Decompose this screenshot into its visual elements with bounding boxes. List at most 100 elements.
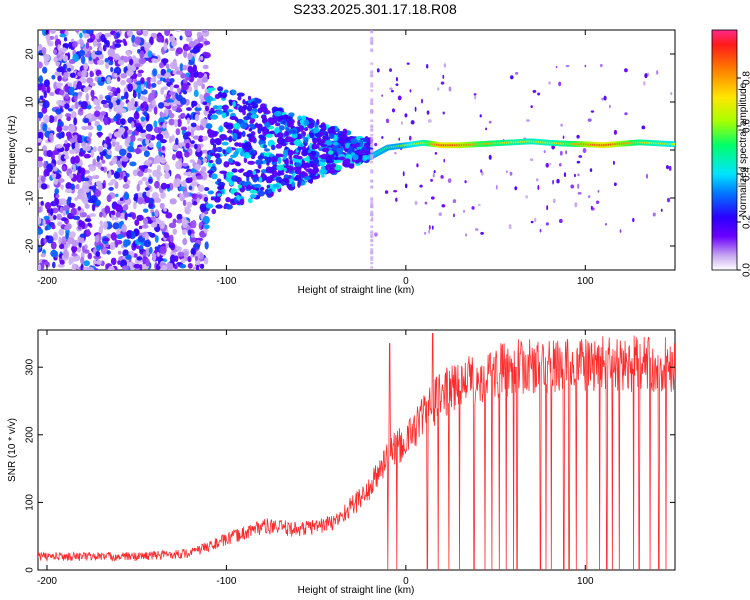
colorbar-title: Normalized spectral amplitude bbox=[738, 82, 749, 217]
spectrogram-noise-cell bbox=[171, 39, 177, 47]
spectrogram-transition-cell bbox=[260, 106, 268, 113]
spectrogram-sparse-cell bbox=[619, 229, 622, 233]
spectrogram-sparse-cell bbox=[582, 148, 587, 154]
spectrogram-transition-cell bbox=[316, 118, 320, 126]
spectrogram-noise-cell bbox=[57, 221, 63, 226]
spectrogram-sparse-cell bbox=[562, 135, 565, 140]
spectrogram-transition-cell bbox=[358, 154, 363, 161]
spectrogram-streak-cell bbox=[370, 133, 374, 137]
spectrogram-transition-cell bbox=[309, 173, 316, 179]
spectrogram-noise-cell bbox=[95, 259, 102, 265]
spectrogram-sparse-cell bbox=[530, 220, 534, 224]
spectrogram-noise-cell bbox=[44, 201, 52, 210]
spectrogram-noise-cell bbox=[80, 55, 86, 65]
spectrogram-noise-cell bbox=[126, 213, 133, 218]
spectrogram-transition-cell bbox=[249, 194, 257, 199]
spectrogram-sparse-cell bbox=[442, 111, 445, 115]
spectrogram-transition-cell bbox=[250, 150, 255, 156]
spectrogram-noise-cell bbox=[78, 49, 86, 57]
spectrogram-transition-cell bbox=[328, 132, 335, 140]
spectrogram-noise-cell bbox=[94, 161, 101, 167]
spectrogram-noise-cell bbox=[169, 47, 176, 52]
spectrogram-noise-cell bbox=[79, 107, 83, 112]
spectrogram-streak-cell bbox=[370, 72, 374, 75]
spectrogram-noise-cell bbox=[102, 237, 110, 242]
spectrogram-noise-cell bbox=[150, 222, 158, 228]
spectrogram-sparse-cell bbox=[419, 184, 423, 188]
spectrogram-noise-cell bbox=[169, 84, 174, 93]
spectrogram-noise-cell bbox=[156, 173, 161, 182]
spectrogram-transition-cell bbox=[252, 170, 257, 176]
spectrogram-transition-cell bbox=[211, 208, 217, 215]
spectrogram-noise-cell bbox=[111, 210, 116, 216]
spectrogram-noise-cell bbox=[68, 124, 76, 133]
spectrogram-sparse-cell bbox=[624, 112, 628, 116]
spectrogram-transition-cell bbox=[231, 89, 237, 95]
spectrogram-noise-cell bbox=[81, 245, 86, 253]
spectrogram-transition-cell bbox=[329, 126, 336, 130]
spectrogram-streak-cell bbox=[370, 49, 374, 53]
spectrogram-transition-cell bbox=[334, 159, 341, 163]
spectrogram-sparse-cell bbox=[438, 212, 442, 216]
spectrogram-streak-cell bbox=[370, 84, 374, 88]
spectrogram-sparse-cell bbox=[447, 178, 452, 184]
spectrogram-noise-cell bbox=[64, 154, 70, 160]
spectrogram-noise-cell bbox=[106, 85, 112, 91]
spectrogram-transition-cell bbox=[312, 127, 320, 134]
spectrogram-noise-cell bbox=[188, 60, 195, 66]
spectrogram-noise-cell bbox=[203, 196, 209, 202]
spectrogram-sparse-cell bbox=[488, 120, 492, 124]
spectrogram-streak-cell bbox=[370, 243, 374, 247]
spectrogram-noise-cell bbox=[51, 74, 56, 80]
spectrogram-sparse-cell bbox=[532, 89, 537, 94]
spectrogram-noise-cell bbox=[145, 180, 149, 186]
spectrogram-transition-cell bbox=[210, 114, 219, 120]
spectrogram-transition-cell bbox=[247, 160, 256, 165]
spectrogram-noise-cell bbox=[188, 74, 195, 83]
spectrogram-noise-cell bbox=[180, 73, 187, 79]
spectrogram-noise-cell bbox=[77, 91, 83, 96]
spectrogram-noise-cell bbox=[159, 77, 164, 82]
spectrogram-noise-cell bbox=[60, 184, 64, 190]
spectrogram-sparse-cell bbox=[599, 63, 603, 68]
spectrogram-noise-cell bbox=[96, 124, 103, 132]
colorbar-tick-label: 0.6 bbox=[742, 119, 750, 133]
spectrogram-noise-cell bbox=[39, 95, 44, 100]
spectrogram-sparse-cell bbox=[590, 205, 593, 210]
spectrogram-noise-cell bbox=[108, 101, 113, 110]
spectrogram-noise-cell bbox=[83, 260, 90, 267]
spectrogram-noise-cell bbox=[159, 202, 165, 210]
spectrogram-noise-cell bbox=[169, 78, 175, 83]
spectrogram-transition-cell bbox=[208, 159, 214, 164]
spectrogram-sparse-cell bbox=[485, 127, 488, 131]
spectrogram-noise-cell bbox=[177, 118, 182, 128]
spectrogram-noise-cell bbox=[147, 178, 153, 183]
spectrogram-transition-cell bbox=[228, 135, 233, 143]
spectrogram-noise-cell bbox=[180, 258, 186, 264]
spectrogram-noise-cell bbox=[84, 203, 90, 209]
spectrogram-noise-cell bbox=[182, 229, 187, 236]
spectrogram-noise-cell bbox=[108, 91, 113, 96]
spectrogram-noise-cell bbox=[89, 82, 96, 87]
spectrogram-noise-cell bbox=[53, 178, 59, 185]
spectrogram-transition-cell bbox=[247, 99, 252, 104]
spectrogram-transition-cell bbox=[338, 156, 346, 161]
spectrogram-noise-cell bbox=[139, 95, 146, 101]
spectrogram-noise-cell bbox=[154, 235, 159, 243]
spectrogram-transition-cell bbox=[312, 158, 320, 164]
spectrogram-noise-cell bbox=[143, 42, 152, 49]
spectrogram-transition-cell bbox=[283, 130, 289, 137]
spectrogram-noise-cell bbox=[192, 201, 198, 206]
spectrogram-noise-cell bbox=[188, 40, 196, 49]
spectrogram-transition-cell bbox=[286, 184, 292, 189]
spectrogram-noise-cell bbox=[138, 225, 143, 230]
spectrogram-noise-cell bbox=[80, 100, 89, 110]
spectrogram-transition-cell bbox=[228, 157, 234, 164]
spectrogram-noise-cell bbox=[64, 188, 73, 194]
colorbar-tick-label: 0.8 bbox=[742, 71, 750, 85]
spectrogram-noise-cell bbox=[43, 160, 47, 170]
spectrogram-noise-cell bbox=[115, 211, 121, 218]
spectrogram-noise-cell bbox=[176, 106, 182, 113]
spectrogram-transition-cell bbox=[237, 148, 244, 152]
spectrogram-noise-cell bbox=[55, 108, 62, 115]
